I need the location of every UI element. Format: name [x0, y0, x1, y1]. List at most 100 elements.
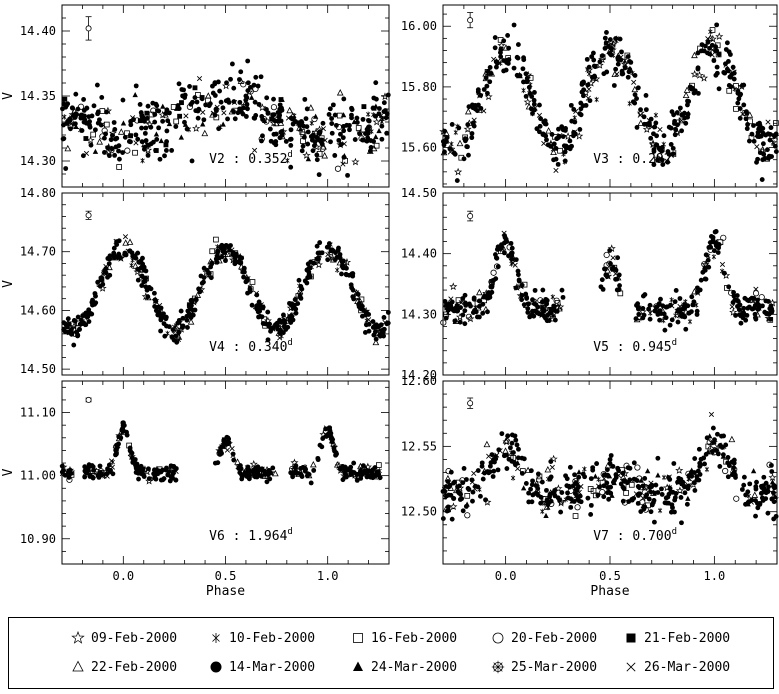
- data-point: [238, 69, 244, 75]
- data-point: [268, 328, 273, 334]
- data-point: [371, 332, 377, 338]
- data-point: [572, 115, 577, 121]
- data-point: [67, 467, 76, 476]
- data-point: [162, 333, 168, 339]
- data-point: [292, 469, 298, 474]
- data-point: [173, 118, 180, 125]
- error-bar: [85, 396, 92, 403]
- error-bar: [467, 12, 474, 29]
- data-point: [118, 435, 124, 441]
- data-point: [515, 455, 521, 461]
- data-point: [196, 75, 203, 82]
- data-point: [231, 85, 237, 91]
- data-point: [581, 93, 586, 99]
- data-point: [236, 255, 244, 263]
- legend-item: 26-Mar-2000: [624, 658, 730, 676]
- data-point: [158, 137, 164, 144]
- data-point: [655, 157, 660, 163]
- data-point: [741, 102, 747, 108]
- data-point: [358, 296, 365, 303]
- data-point: [672, 497, 678, 503]
- data-point: [287, 318, 293, 324]
- data-point: [702, 266, 708, 272]
- data-point: [740, 111, 746, 117]
- data-point: [195, 115, 201, 121]
- data-point: [685, 495, 691, 501]
- gear-marker-icon: [491, 660, 505, 674]
- data-point: [657, 507, 663, 514]
- data-point: [725, 474, 731, 480]
- data-point: [180, 315, 186, 321]
- data-point: [690, 302, 696, 308]
- data-point: [335, 124, 343, 131]
- data-point: [754, 301, 760, 307]
- data-point: [496, 447, 502, 453]
- data-point: [743, 492, 749, 498]
- data-point: [723, 442, 729, 448]
- data-point: [635, 491, 641, 497]
- data-point: [244, 101, 250, 107]
- data-point: [511, 450, 516, 455]
- data-point: [551, 157, 557, 163]
- data-point: [554, 302, 562, 310]
- data-point: [99, 108, 106, 114]
- data-point: [256, 299, 262, 305]
- data-point: [336, 112, 343, 119]
- data-point: [67, 116, 72, 122]
- data-point: [654, 156, 660, 163]
- data-point: [601, 494, 607, 500]
- data-point: [591, 63, 597, 69]
- data-point: [192, 85, 198, 91]
- data-point: [574, 504, 581, 511]
- data-point: [545, 127, 552, 134]
- error-bar: [85, 210, 92, 220]
- data-point: [766, 311, 772, 317]
- data-point: [466, 152, 471, 158]
- data-point: [99, 277, 104, 283]
- data-point: [65, 316, 71, 322]
- data-point: [493, 276, 499, 282]
- data-point: [686, 483, 691, 489]
- data-point: [586, 86, 592, 92]
- data-point: [590, 50, 596, 56]
- data-point: [604, 467, 610, 473]
- data-point: [737, 302, 743, 308]
- data-point: [463, 503, 469, 509]
- data-point: [317, 240, 323, 246]
- data-point: [733, 495, 740, 502]
- data-point: [340, 264, 345, 269]
- data-point: [527, 314, 533, 320]
- data-point: [108, 128, 117, 137]
- data-point: [548, 143, 554, 149]
- data-point: [577, 127, 583, 132]
- data-point: [117, 156, 122, 162]
- data-point: [166, 120, 173, 127]
- data-point: [679, 520, 684, 526]
- data-point: [311, 467, 317, 473]
- data-point: [483, 497, 488, 503]
- data-point: [455, 483, 465, 492]
- data-point: [711, 57, 717, 64]
- panel-v2: 14.30 14.35 14.40 V V2 : 0.352d: [1, 4, 391, 188]
- data-point: [670, 145, 676, 151]
- data-point: [658, 296, 663, 302]
- data-point: [178, 134, 185, 140]
- data-point: [261, 117, 268, 124]
- data-point: [350, 294, 356, 300]
- data-point: [97, 463, 103, 469]
- data-point: [455, 308, 461, 314]
- data-point: [253, 74, 259, 80]
- data-point: [711, 248, 717, 254]
- data-point: [487, 463, 493, 469]
- data-point: [95, 109, 101, 115]
- data-point: [668, 302, 673, 308]
- data-point: [466, 314, 475, 323]
- y-tick-label: 15.60: [401, 141, 437, 155]
- data-point: [725, 460, 731, 466]
- data-point: [160, 477, 166, 483]
- data-point: [770, 490, 776, 496]
- data-point: [351, 119, 357, 125]
- data-point: [342, 157, 348, 164]
- data-point: [766, 299, 771, 304]
- data-point: [610, 265, 616, 271]
